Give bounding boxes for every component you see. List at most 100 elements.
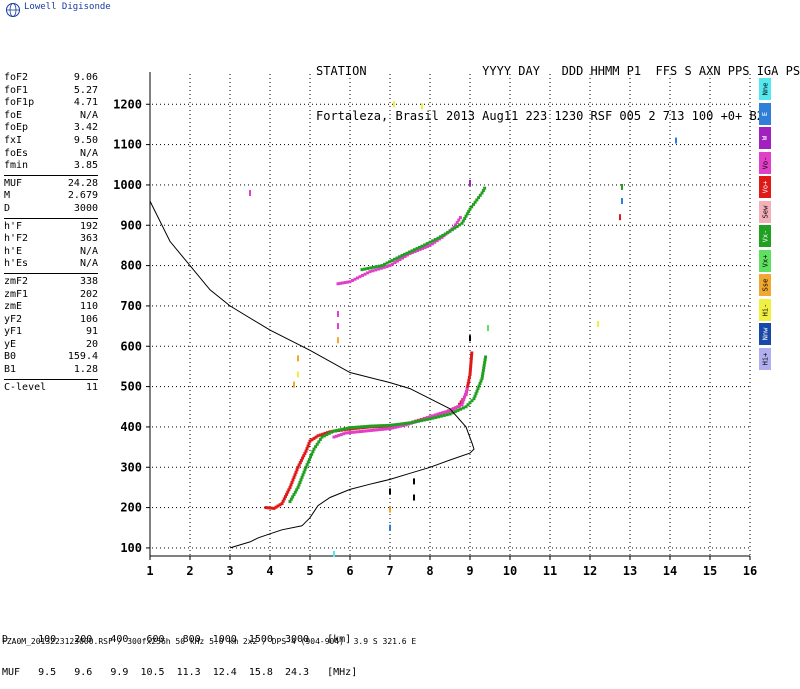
grid-dot [469,442,471,443]
grid-dot [549,162,551,163]
echo-speck [337,323,339,330]
grid-dot [749,138,751,139]
grid-dot [532,547,533,549]
grid-dot [469,470,471,471]
grid-dot [560,426,561,428]
grid-dot [349,434,351,435]
grid-dot [588,345,589,347]
grid-dot [256,305,257,307]
grid-dot [156,224,157,226]
grid-dot [269,458,271,459]
grid-dot [596,224,597,226]
grid-dot [229,374,231,375]
grid-dot [669,410,671,411]
grid-dot [280,547,281,549]
grid-dot [229,378,231,379]
grid-dot [540,386,541,388]
grid-dot [189,250,191,251]
grid-dot [429,174,431,175]
grid-dot [189,178,191,179]
grid-dot [640,305,641,307]
grid-dot [349,162,351,163]
plot-frame [149,72,750,557]
grid-dot [709,170,711,171]
grid-dot [700,103,701,105]
echo-point [295,488,299,492]
grid-dot [349,214,351,215]
grid-dot [644,466,645,468]
grid-dot [669,206,671,207]
grid-dot [296,547,297,549]
echo-point [371,269,375,273]
grid-dot [360,507,361,509]
grid-dot [429,306,431,307]
grid-dot [564,224,565,226]
grid-dot [269,378,271,379]
grid-dot [296,265,297,267]
grid-dot [204,103,205,105]
grid-dot [312,507,313,509]
grid-dot [284,426,285,428]
echo-point [441,233,445,237]
grid-dot [600,144,601,146]
grid-dot [592,466,593,468]
grid-dot [556,144,557,146]
grid-dot [728,507,729,509]
echo-speck [597,321,599,328]
grid-dot [469,518,471,519]
echo-point [433,413,437,417]
grid-dot [512,265,513,267]
grid-dot [372,224,373,226]
grid-dot [156,466,157,468]
grid-dot [204,466,205,468]
grid-dot [716,507,717,509]
grid-dot [212,305,213,307]
grid-dot [488,426,489,428]
grid-dot [229,154,231,155]
grid-dot [488,103,489,105]
grid-dot [709,146,711,147]
grid-dot [669,158,671,159]
param-row: fxI 9.50 [4,135,98,148]
grid-dot [629,238,631,239]
grid-dot [309,146,311,147]
grid-dot [672,426,673,428]
grid-dot [549,338,551,339]
grid-dot [669,506,671,507]
grid-dot [549,358,551,359]
grid-dot [269,438,271,439]
grid-dot [504,265,505,267]
grid-dot [469,118,471,119]
grid-dot [469,514,471,515]
grid-dot [549,390,551,391]
grid-dot [669,382,671,383]
grid-dot [416,224,417,226]
grid-dot [440,345,441,347]
grid-dot [220,466,221,468]
grid-dot [349,506,351,507]
grid-dot [596,466,597,468]
grid-dot [309,306,311,307]
echo-point [328,430,332,434]
grid-dot [628,305,629,307]
echo-point [443,410,447,414]
grid-dot [564,345,565,347]
param-value: 202 [79,288,98,300]
grid-dot [189,294,191,295]
legend-item: Vo+ [759,176,771,199]
grid-dot [292,265,293,267]
brand-name: Lowell Digisonde [24,2,111,12]
grid-dot [536,184,537,186]
grid-dot [429,490,431,491]
grid-dot [749,382,751,383]
grid-dot [269,410,271,411]
grid-dot [748,507,749,509]
grid-dot [309,434,311,435]
grid-dot [229,358,231,359]
y-tick-label: 1000 [113,178,142,192]
grid-dot [264,305,265,307]
y-tick-label: 900 [120,218,142,232]
grid-dot [612,305,613,307]
grid-dot [296,426,297,428]
grid-dot [516,103,517,105]
